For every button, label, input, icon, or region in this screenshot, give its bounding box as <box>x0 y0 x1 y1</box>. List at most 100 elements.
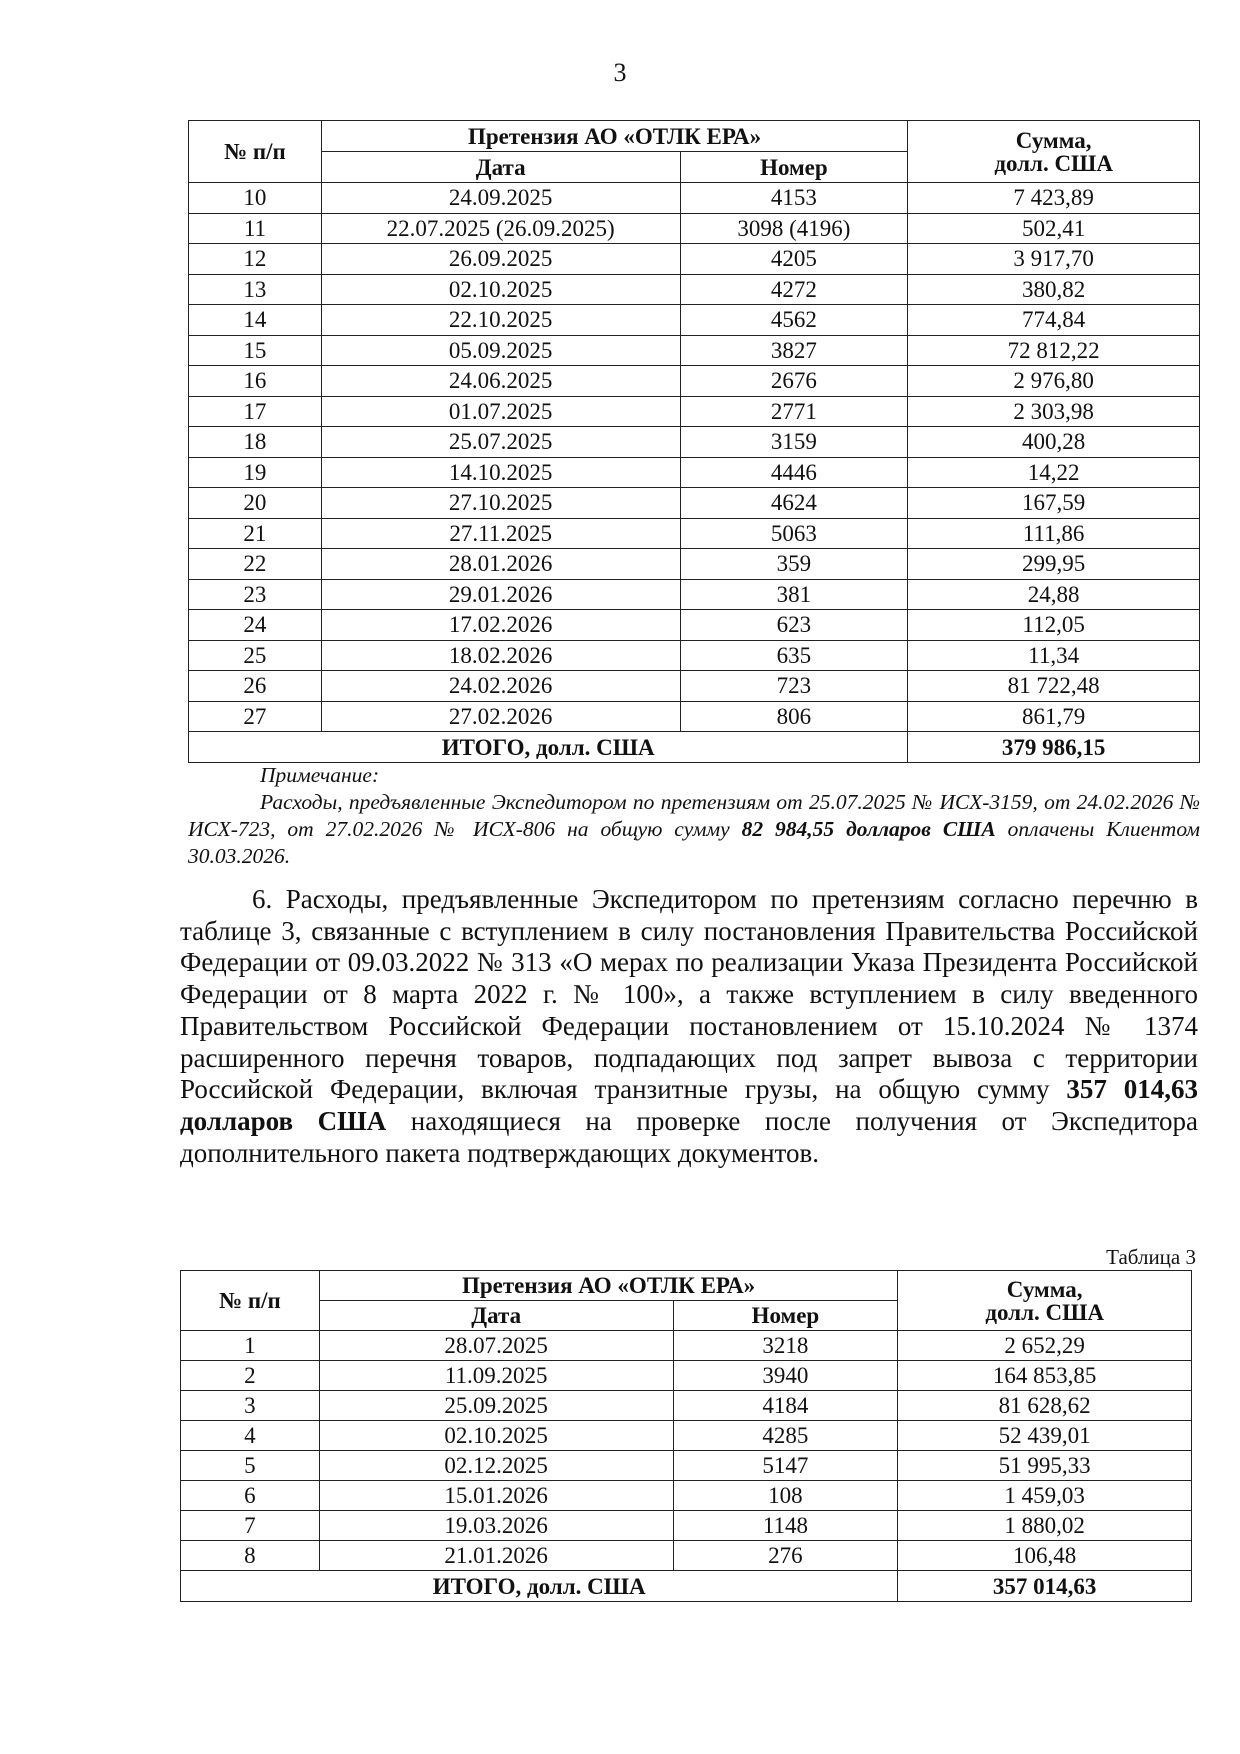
claims-table-3: № п/п Претензия АО «ОТЛК ЕРА» Сумма, долл… <box>179 1270 1192 1602</box>
col-date-header: Дата <box>318 1300 674 1331</box>
paragraph-6: 6. Расходы, предъявленные Экспедитором п… <box>180 884 1198 1168</box>
col-claim-header: Претензия АО «ОТЛК ЕРА» <box>318 1270 899 1301</box>
amount: 52 439,01 <box>897 1420 1192 1451</box>
claim-number: 806 <box>679 700 909 732</box>
claim-number: 359 <box>679 548 909 580</box>
claim-date: 15.01.2026 <box>318 1480 674 1511</box>
total-label: ИТОГО, долл. США <box>179 1570 899 1602</box>
row-num: 15 <box>188 334 322 366</box>
row-num: 11 <box>188 212 322 244</box>
col-date-header: Дата <box>320 151 681 183</box>
table-row: 14 22.10.2025 4562 774,84 <box>188 304 1200 336</box>
row-num: 18 <box>188 426 322 458</box>
claim-number: 4184 <box>672 1390 899 1421</box>
row-num: 10 <box>188 182 322 214</box>
table-row: 5 02.12.2025 5147 51 995,33 <box>180 1450 1192 1481</box>
claim-date: 18.02.2026 <box>320 639 681 671</box>
claim-date: 24.02.2026 <box>320 670 681 702</box>
table-row: 18 25.07.2025 3159 400,28 <box>188 426 1200 458</box>
amount: 1 459,03 <box>897 1480 1192 1511</box>
claim-number: 2771 <box>679 395 909 427</box>
total-amount: 357 014,63 <box>897 1570 1192 1602</box>
table-row: 10 24.09.2025 4153 7 423,89 <box>188 182 1200 214</box>
claim-number: 4562 <box>679 304 909 336</box>
col-number-header: Номер <box>672 1300 899 1331</box>
claim-number: 3098 (4196) <box>679 212 909 244</box>
row-num: 23 <box>188 578 322 610</box>
row-num: 2 <box>180 1360 320 1391</box>
claim-date: 28.01.2026 <box>320 548 681 580</box>
claim-date: 14.10.2025 <box>320 456 681 488</box>
table-row: 26 24.02.2026 723 81 722,48 <box>188 670 1200 702</box>
row-num: 13 <box>188 273 322 305</box>
table-row: 15 05.09.2025 3827 72 812,22 <box>188 334 1200 366</box>
claim-date: 24.06.2025 <box>320 365 681 397</box>
claim-number: 5147 <box>672 1450 899 1481</box>
claim-number: 4272 <box>679 273 909 305</box>
claim-number: 723 <box>679 670 909 702</box>
row-num: 1 <box>180 1330 320 1361</box>
claim-number: 3159 <box>679 426 909 458</box>
row-num: 17 <box>188 395 322 427</box>
table-row: 20 27.10.2025 4624 167,59 <box>188 487 1200 519</box>
claim-date: 22.10.2025 <box>320 304 681 336</box>
claim-date: 26.09.2025 <box>320 243 681 275</box>
claim-number: 623 <box>679 609 909 641</box>
row-num: 26 <box>188 670 322 702</box>
amount: 380,82 <box>907 273 1200 305</box>
row-num: 21 <box>188 517 322 549</box>
col-number-header: Номер <box>679 151 909 183</box>
amount: 111,86 <box>907 517 1200 549</box>
claim-number: 4205 <box>679 243 909 275</box>
row-num: 5 <box>180 1450 320 1481</box>
amount: 11,34 <box>907 639 1200 671</box>
claims-table-continued: № п/п Претензия АО «ОТЛК ЕРА» Сумма, долл… <box>187 120 1200 763</box>
table-row: 19 14.10.2025 4446 14,22 <box>188 456 1200 488</box>
claim-date: 27.11.2025 <box>320 517 681 549</box>
claim-date: 21.01.2026 <box>318 1540 674 1571</box>
claim-number: 1148 <box>672 1510 899 1541</box>
table-row: 8 21.01.2026 276 106,48 <box>180 1540 1192 1571</box>
row-num: 8 <box>180 1540 320 1571</box>
col-num-header: № п/п <box>188 120 322 183</box>
claim-date: 25.09.2025 <box>318 1390 674 1421</box>
table-row: 17 01.07.2025 2771 2 303,98 <box>188 395 1200 427</box>
row-num: 4 <box>180 1420 320 1451</box>
claim-number: 276 <box>672 1540 899 1571</box>
table-row: 2 11.09.2025 3940 164 853,85 <box>180 1360 1192 1391</box>
claim-date: 22.07.2025 (26.09.2025) <box>320 212 681 244</box>
claim-number: 5063 <box>679 517 909 549</box>
table-row: 1 28.07.2025 3218 2 652,29 <box>180 1330 1192 1361</box>
table-row: 7 19.03.2026 1148 1 880,02 <box>180 1510 1192 1541</box>
col-sum-header: Сумма, долл. США <box>907 120 1200 183</box>
table-row: 22 28.01.2026 359 299,95 <box>188 548 1200 580</box>
amount: 51 995,33 <box>897 1450 1192 1481</box>
amount: 106,48 <box>897 1540 1192 1571</box>
row-num: 19 <box>188 456 322 488</box>
table-row: 24 17.02.2026 623 112,05 <box>188 609 1200 641</box>
claim-date: 25.07.2025 <box>320 426 681 458</box>
row-num: 20 <box>188 487 322 519</box>
total-row: ИТОГО, долл. США 379 986,15 <box>187 731 1200 763</box>
claim-date: 01.07.2025 <box>320 395 681 427</box>
table-row: 23 29.01.2026 381 24,88 <box>188 578 1200 610</box>
claim-number: 4624 <box>679 487 909 519</box>
claim-date: 28.07.2025 <box>318 1330 674 1361</box>
table-row: 13 02.10.2025 4272 380,82 <box>188 273 1200 305</box>
table-row: 25 18.02.2026 635 11,34 <box>188 639 1200 671</box>
claim-number: 635 <box>679 639 909 671</box>
table-row: 12 26.09.2025 4205 3 917,70 <box>188 243 1200 275</box>
amount: 72 812,22 <box>907 334 1200 366</box>
amount: 164 853,85 <box>897 1360 1192 1391</box>
claim-date: 27.02.2026 <box>320 700 681 732</box>
table-row: 27 27.02.2026 806 861,79 <box>188 700 1200 732</box>
note: Примечание: Расходы, предъявленные Экспе… <box>188 762 1200 870</box>
amount: 1 880,02 <box>897 1510 1192 1541</box>
amount: 861,79 <box>907 700 1200 732</box>
row-num: 24 <box>188 609 322 641</box>
amount: 299,95 <box>907 548 1200 580</box>
amount: 774,84 <box>907 304 1200 336</box>
total-row: ИТОГО, долл. США 357 014,63 <box>179 1570 1192 1602</box>
amount: 14,22 <box>907 456 1200 488</box>
col-claim-header: Претензия АО «ОТЛК ЕРА» <box>320 120 909 152</box>
